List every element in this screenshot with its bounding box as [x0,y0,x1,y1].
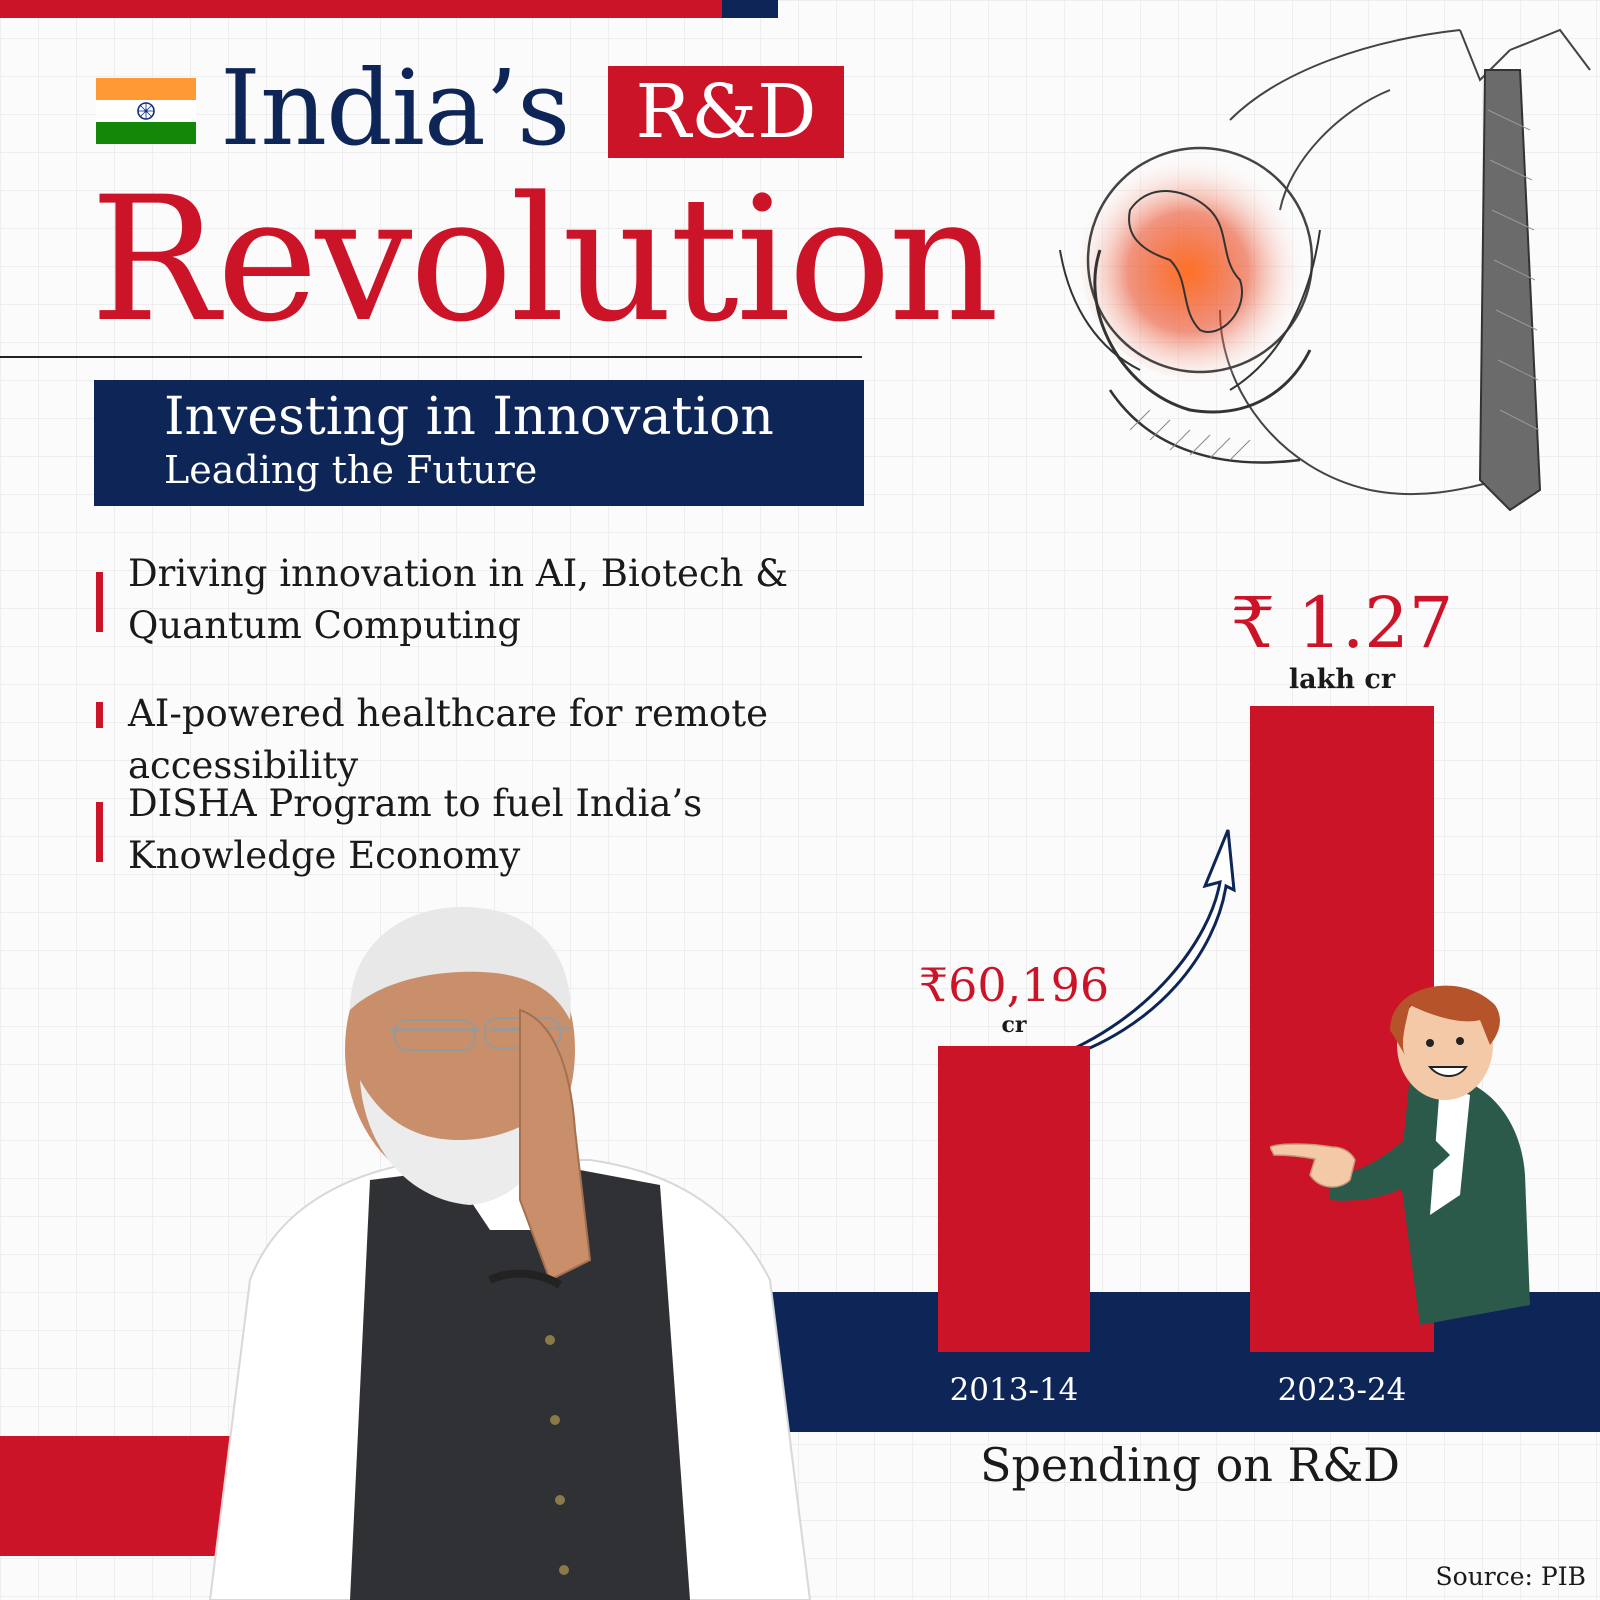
bullet-item: AI-powered healthcare for remote accessi… [96,688,976,787]
title-revolution: Revolution [90,159,999,360]
bullet-marker [96,802,103,862]
title-india: India’s [220,47,570,169]
bullet-marker [96,702,103,728]
rd-badge: R&D [608,66,844,158]
portrait-illustration [208,906,812,1600]
source-label: Source: PIB [1435,1562,1586,1591]
india-flag-icon [96,78,196,144]
top-accent-bar-navy [722,0,778,18]
bullet-text: DISHA Program to fuel India’s Knowledge … [128,782,703,877]
bullet-text: Driving innovation in AI, Biotech & Quan… [128,552,789,647]
chart-caption: Spending on R&D [979,1438,1401,1492]
subtitle-sub: Leading the Future [164,448,538,492]
growth-arrow-icon [1050,829,1236,1065]
hands-holding-globe-illustration [1059,28,1591,512]
title-divider [0,356,862,358]
subtitle-main: Investing in Innovation [164,387,774,447]
bar-unit-label: lakh cr [1288,664,1396,695]
bullet-item: Driving innovation in AI, Biotech & Quan… [96,548,976,652]
top-accent-bar-red [0,0,722,18]
bar-value-label: ₹ 1.27 [1230,582,1454,664]
subtitle-box: Investing in Innovation Leading the Futu… [94,380,864,506]
bullet-item: DISHA Program to fuel India’s Knowledge … [96,778,976,882]
pointing-person-illustration [1270,985,1530,1325]
bullet-text: AI-powered healthcare for remote accessi… [128,692,768,787]
bullet-marker [96,572,103,632]
